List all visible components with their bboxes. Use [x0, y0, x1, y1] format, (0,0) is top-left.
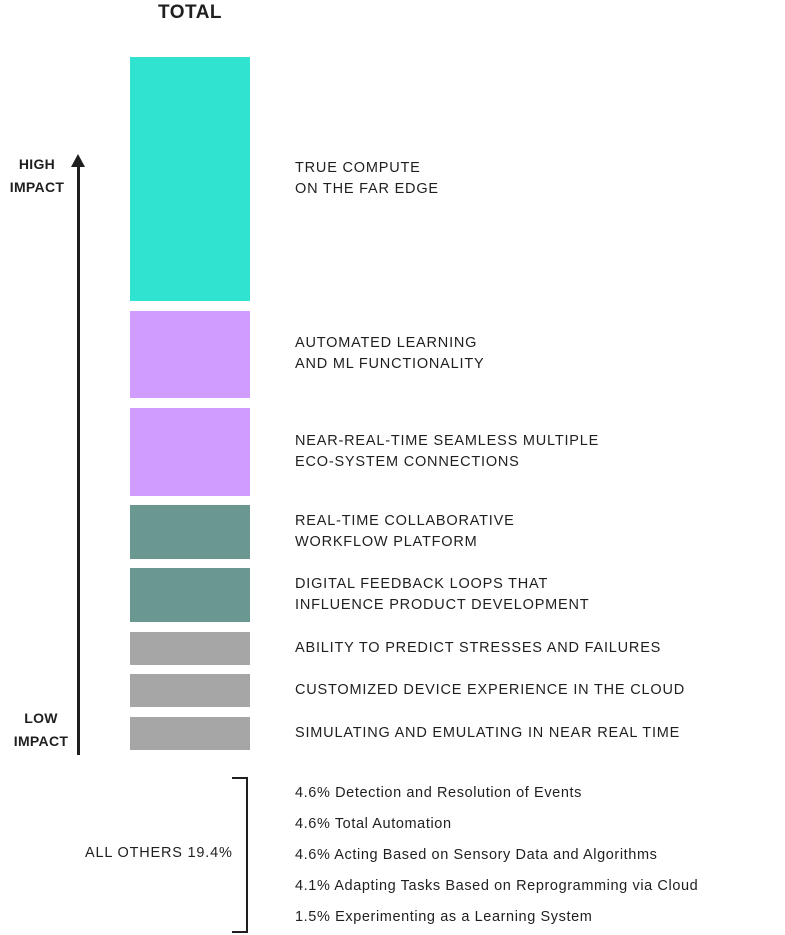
bar-label: DIGITAL FEEDBACK LOOPS THAT INFLUENCE PR… — [295, 576, 590, 614]
others-list-item: 4.6% Acting Based on Sensory Data and Al… — [295, 847, 658, 863]
impact-arrow-head-icon — [71, 154, 85, 167]
bar-segment — [130, 505, 250, 559]
bar-label: CUSTOMIZED DEVICE EXPERIENCE IN THE CLOU… — [295, 682, 685, 699]
axis-low-impact-text: LOW IMPACT — [13, 710, 69, 749]
bar-segment — [130, 568, 250, 623]
others-list-item: 4.6% Detection and Resolution of Events — [295, 785, 582, 801]
bar-segment — [130, 57, 250, 301]
bar-label: AUTOMATED LEARNING AND ML FUNCTIONALITY — [295, 335, 485, 373]
bar-segment — [130, 310, 250, 399]
others-list: 4.6% Detection and Resolution of Events 4… — [295, 778, 698, 933]
bar-label: ABILITY TO PREDICT STRESSES AND FAILURES — [295, 639, 662, 656]
bar-segment — [130, 716, 250, 751]
others-bracket — [232, 777, 248, 933]
impact-arrow-line — [77, 166, 80, 755]
bar-segment — [130, 407, 250, 496]
others-list-item: 4.1% Adapting Tasks Based on Reprogrammi… — [295, 878, 699, 894]
bar-label: TRUE COMPUTE ON THE FAR EDGE — [295, 160, 439, 197]
axis-high-impact-label: HIGH IMPACT — [4, 153, 70, 199]
bar-label: NEAR-REAL-TIME SEAMLESS MULTIPLE ECO-SYS… — [295, 432, 600, 470]
bar-segment — [130, 631, 250, 665]
bar-label: SIMULATING AND EMULATING IN NEAR REAL TI… — [295, 724, 681, 741]
others-list-item: 1.5% Experimenting as a Learning System — [295, 909, 593, 925]
others-list-item: 4.6% Total Automation — [295, 816, 452, 832]
chart-title: TOTAL — [157, 2, 223, 23]
bar-label: REAL-TIME COLLABORATIVE WORKFLOW PLATFOR… — [295, 513, 515, 550]
axis-low-impact-label: LOW IMPACT — [0, 707, 82, 753]
bar-segment — [130, 674, 250, 708]
axis-high-impact-text: HIGH IMPACT — [9, 156, 65, 195]
others-label: ALL OTHERS 19.4% — [85, 845, 233, 861]
